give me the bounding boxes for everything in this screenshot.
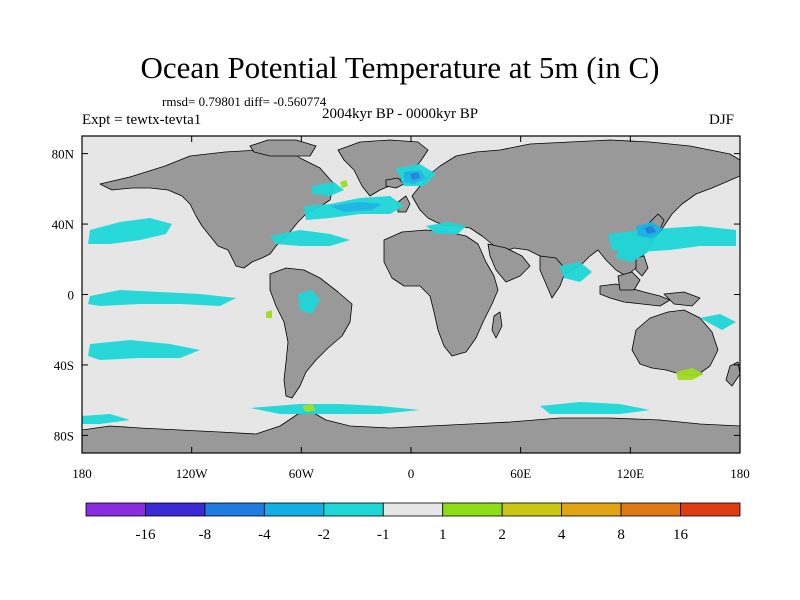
colorbar — [85, 502, 741, 517]
anomaly-minus4-minus8 — [410, 172, 656, 234]
lon-label: 0 — [408, 466, 415, 481]
lat-label: 40S — [54, 358, 74, 373]
patch-gulf-stream-core — [330, 202, 382, 212]
colorbar-label: 16 — [673, 527, 689, 543]
colorbar-box — [620, 502, 681, 517]
land-australia — [631, 309, 719, 377]
patch-south-pacific — [88, 340, 200, 360]
colorbar-label: -1 — [377, 527, 390, 543]
patch-kuroshio-strong — [644, 226, 656, 234]
patch-southern-ocean-2 — [540, 402, 650, 414]
patch-southern-ocean-1 — [250, 404, 420, 414]
land-borneo — [617, 271, 641, 291]
anomaly-plus1-plus2 — [266, 180, 704, 412]
patch-greenland-east — [340, 180, 348, 188]
colorbar-box — [85, 502, 146, 517]
lon-label: 180 — [72, 466, 92, 481]
colorbar-box — [323, 502, 384, 517]
anomaly-patches — [82, 164, 736, 424]
land-new-zealand — [725, 361, 740, 387]
patch-indian-ocean — [560, 262, 592, 282]
patch-peru — [266, 310, 272, 318]
patch-labrador — [312, 182, 344, 196]
patch-southern-ocean-3 — [82, 414, 130, 424]
lat-label: 80S — [54, 428, 74, 443]
land-arabia — [487, 243, 531, 283]
land-british-isles — [397, 195, 411, 213]
patch-north-pacific-east — [88, 218, 172, 244]
colorbar-label: 1 — [439, 527, 447, 543]
patch-mediterranean — [426, 222, 466, 234]
map-panel — [82, 136, 740, 453]
lat-label: 80N — [52, 147, 75, 162]
colorbar-box — [263, 502, 325, 517]
axis-labels: 180 120W 60W 0 60E 120E 180 80N 40N 0 40S 80S — [52, 147, 750, 481]
colorbar-label: -8 — [199, 527, 212, 543]
lon-label: 60E — [510, 466, 531, 481]
land-iceland — [385, 177, 405, 189]
colorbar-box — [561, 502, 622, 517]
lat-label: 40N — [52, 217, 75, 232]
land-philippines — [635, 255, 649, 277]
colorbar-box — [680, 502, 741, 517]
land-arctic-islands — [249, 139, 317, 157]
axis-ticks — [81, 136, 741, 453]
lon-label: 120W — [176, 466, 209, 481]
colorbar-labels: -16 -8 -4 -2 -1 1 2 4 8 16 — [135, 527, 688, 543]
patch-south-australia — [676, 368, 704, 380]
lon-label: 180 — [730, 466, 750, 481]
colorbar-label: 8 — [617, 527, 625, 543]
colorbar-box — [442, 502, 503, 517]
patch-equatorial-pacific — [88, 290, 236, 306]
land-antarctica — [82, 411, 740, 453]
land-south-america — [269, 267, 353, 399]
lat-label: 0 — [68, 288, 75, 303]
colorbar-label: -2 — [318, 527, 331, 543]
land-india — [539, 255, 567, 299]
patch-nordic-strong — [410, 172, 420, 180]
land-madagascar — [491, 311, 503, 339]
season-label: DJF — [709, 112, 735, 128]
period-label: 2004kyr BP - 0000kyr BP — [322, 106, 479, 122]
colorbar-label: -16 — [135, 527, 155, 543]
patch-indian-ocean-south — [700, 314, 736, 330]
land-new-guinea — [663, 291, 701, 307]
colorbar-label: -4 — [258, 527, 271, 543]
stats-text: rmsd= 0.79801 diff= -0.560774 — [162, 94, 327, 109]
lon-label: 120E — [617, 466, 645, 481]
land-africa — [383, 229, 499, 357]
patch-antarctic-peninsula — [302, 404, 316, 412]
colorbar-box — [382, 502, 444, 517]
colorbar-label: 4 — [558, 527, 566, 543]
colorbar-label: 2 — [498, 527, 506, 543]
colorbar-box — [204, 502, 265, 517]
lon-label: 60W — [289, 466, 315, 481]
plot-title: Ocean Potential Temperature at 5m (in C) — [140, 50, 660, 85]
experiment-label: Expt = tewtx-tevta1 — [82, 112, 202, 128]
patch-north-atlantic-mid — [270, 230, 350, 246]
patch-south-atlantic — [298, 290, 320, 314]
colorbar-box — [501, 502, 563, 517]
colorbar-box — [145, 502, 206, 517]
patch-japan-coast — [616, 240, 648, 262]
